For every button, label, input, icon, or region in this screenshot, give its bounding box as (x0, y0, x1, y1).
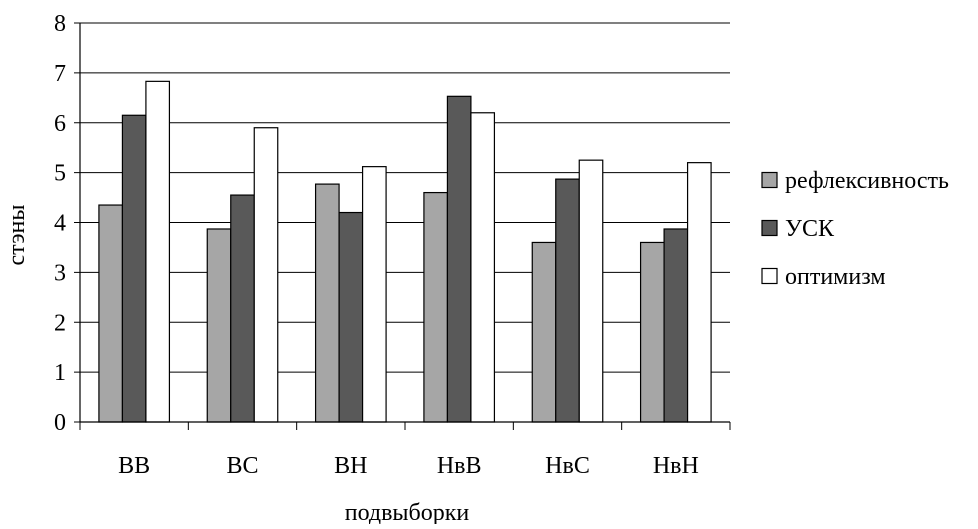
legend: рефлексивность УСК оптимизм (761, 168, 949, 290)
bar (206, 228, 232, 423)
legend-label: УСК (785, 216, 835, 242)
bar (338, 211, 364, 423)
y-tick-label: 0 (54, 410, 66, 436)
axes (74, 22, 731, 430)
x-tick-label: ВВ (118, 453, 150, 479)
x-tick-label: ВН (334, 453, 367, 479)
bar (423, 191, 449, 423)
x-tick-label: ВС (226, 453, 258, 479)
x-tick-label: НвС (545, 453, 590, 479)
bar (639, 241, 665, 423)
legend-label: оптимизм (785, 264, 886, 290)
legend-swatch (761, 267, 778, 285)
y-tick-label: 6 (54, 111, 66, 137)
bar (361, 166, 387, 423)
bar (98, 204, 124, 423)
bar (446, 95, 472, 423)
legend-swatch (761, 171, 778, 189)
gridlines (80, 22, 730, 373)
bar (578, 159, 604, 423)
bar (686, 162, 712, 423)
bar (470, 112, 496, 423)
x-tick-label: НвВ (437, 453, 482, 479)
y-tick-label: 2 (54, 310, 66, 336)
y-axis-title: стэны (4, 204, 30, 265)
y-tick-label: 5 (54, 161, 66, 187)
x-axis-title: подвыборки (345, 500, 470, 524)
legend-swatch (761, 219, 778, 237)
bar (314, 183, 340, 423)
bar (145, 80, 171, 423)
bar (555, 178, 580, 423)
y-tick-label: 4 (54, 211, 66, 237)
x-tick-labels: ВВ ВС ВН НвВ НвС НвН (118, 453, 699, 479)
bar (253, 127, 279, 423)
legend-label: рефлексивность (785, 168, 949, 194)
y-tick-label: 8 (54, 11, 66, 37)
bar (121, 114, 147, 423)
x-tick-label: НвН (653, 453, 699, 479)
bar (663, 228, 689, 423)
bar (230, 194, 255, 423)
y-tick-labels: 0 1 2 3 4 5 6 7 8 (54, 11, 66, 436)
y-tick-label: 7 (54, 61, 66, 87)
bar (531, 241, 557, 423)
y-tick-label: 3 (54, 260, 66, 286)
bars (98, 80, 712, 423)
y-tick-label: 1 (54, 360, 66, 386)
